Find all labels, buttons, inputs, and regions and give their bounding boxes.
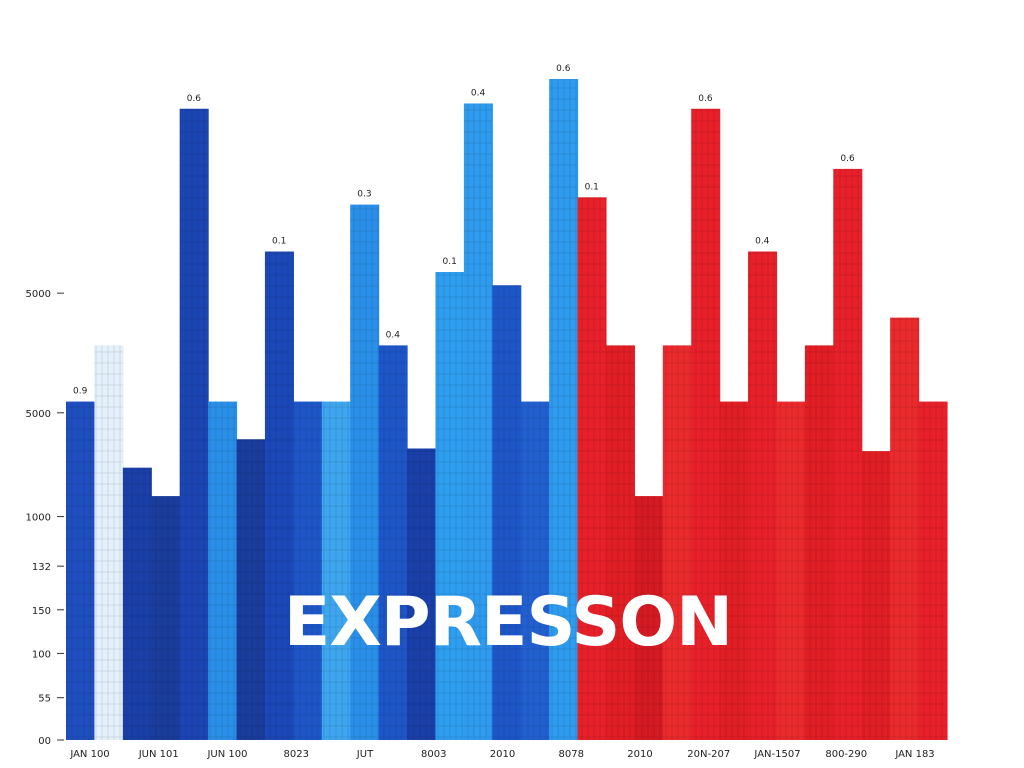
bar-texture — [691, 108, 720, 740]
data-label: 0.3 — [357, 190, 371, 200]
bar-texture — [151, 496, 180, 740]
y-tick-label: 00 — [38, 736, 51, 747]
data-label: 0.4 — [386, 330, 401, 340]
x-axis: JAN 100 JUN 101 JUN 100 8023 JUT 8003 2010 8078… — [69, 749, 934, 760]
bar-texture — [918, 401, 947, 740]
y-tick-label: 55 — [38, 694, 51, 705]
bar-texture — [66, 401, 95, 740]
bar-texture — [776, 401, 805, 740]
y-tick-label: 5000 — [26, 289, 51, 300]
data-label: 0.6 — [187, 94, 202, 104]
y-tick-label: 132 — [32, 562, 51, 573]
bar-texture — [549, 79, 578, 740]
x-tick-label: 8003 — [421, 749, 446, 760]
x-tick-label: JUT — [356, 749, 374, 760]
bar-texture — [719, 401, 749, 740]
x-tick-label: JAN 183 — [894, 749, 934, 760]
data-label: 0.6 — [556, 64, 571, 74]
bar-texture — [520, 401, 550, 740]
bar-texture — [179, 108, 209, 740]
bar-texture — [605, 345, 635, 740]
data-label: 0.6 — [840, 154, 855, 164]
data-label: 0.4 — [755, 237, 770, 247]
bar-texture — [350, 204, 379, 741]
bar-texture — [463, 103, 493, 740]
data-label: 0.1 — [442, 257, 456, 267]
x-tick-label: 8023 — [284, 749, 309, 760]
bar-texture — [804, 345, 834, 740]
data-labels: 0.9 0.6 0.1 0.3 0.4 0.1 0.4 0.6 0.1 0.6 0.4 0.6 — [73, 64, 855, 397]
bar-texture — [577, 197, 606, 740]
data-label: 0.6 — [698, 94, 713, 104]
data-label: 0.1 — [585, 182, 599, 192]
x-tick-label: 800-290 — [825, 749, 867, 760]
bar-texture — [748, 251, 777, 740]
bar-texture — [208, 401, 237, 740]
x-tick-label: 2010 — [490, 749, 515, 760]
x-tick-label: JUN 100 — [206, 749, 247, 760]
bar-texture — [662, 345, 692, 740]
chart-overlay-text: EXPRESSON — [284, 583, 732, 662]
data-label: 0.1 — [272, 237, 286, 247]
bar-texture — [407, 448, 436, 740]
y-tick-label: 150 — [32, 606, 51, 617]
bar-texture — [634, 496, 663, 740]
y-tick-label: 1000 — [26, 513, 51, 524]
y-tick-label: 100 — [32, 649, 51, 660]
bar-texture — [890, 317, 919, 740]
x-tick-label: JAN-1507 — [753, 749, 800, 760]
x-tick-label: 2010 — [627, 749, 652, 760]
bar-texture — [861, 451, 891, 740]
bar-texture — [321, 401, 351, 740]
data-label: 0.9 — [73, 387, 88, 397]
bar-texture — [264, 251, 294, 740]
bar-texture — [236, 439, 265, 740]
bar-texture — [492, 285, 521, 740]
x-tick-label: 8078 — [559, 749, 584, 760]
bar-texture — [435, 272, 464, 740]
y-axis: 00 55 100 150 132 1000 5000 5000 — [26, 289, 64, 747]
data-label: 0.4 — [471, 88, 486, 98]
y-tick-label: 5000 — [26, 409, 51, 420]
x-tick-label: JUN 101 — [138, 749, 179, 760]
bar-texture — [833, 168, 862, 740]
x-tick-label: 20N-207 — [687, 749, 730, 760]
bar-texture — [122, 467, 152, 740]
x-tick-label: JAN 100 — [69, 749, 109, 760]
bar-texture — [378, 345, 408, 740]
bar-texture — [293, 401, 322, 740]
bar-texture — [94, 345, 123, 740]
bar-grid-texture — [66, 79, 947, 741]
